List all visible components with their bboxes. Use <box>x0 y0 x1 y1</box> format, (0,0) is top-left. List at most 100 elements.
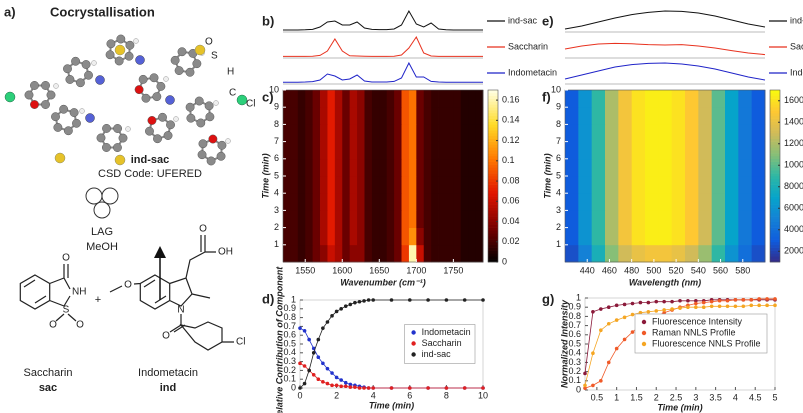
heatmap-cell <box>357 90 365 108</box>
heatmap-cell <box>578 210 593 228</box>
heatmap-cell <box>445 244 454 263</box>
data-point <box>741 304 746 309</box>
heatmap-cell <box>578 176 593 194</box>
data-point <box>614 303 619 308</box>
x-tick-label: 2.5 <box>670 392 683 402</box>
data-point <box>773 297 777 301</box>
atom <box>194 96 204 106</box>
x-tick-label: 520 <box>669 265 684 275</box>
colorbar <box>488 112 498 117</box>
data-point <box>325 381 330 386</box>
data-point <box>749 303 754 308</box>
x-tick-label: 1550 <box>295 265 315 275</box>
reactant-code: ind <box>160 382 177 394</box>
data-point <box>366 386 371 390</box>
atom-label: S <box>63 305 70 316</box>
heatmap-cell <box>334 193 343 211</box>
heatmap-cell <box>698 210 713 228</box>
colorbar <box>770 155 780 160</box>
x-tick-label: 1 <box>614 392 619 402</box>
y-tick-label: 5 <box>556 170 561 180</box>
colorbar <box>488 204 498 208</box>
heatmap-cell <box>711 124 726 142</box>
heatmap-cell <box>453 227 462 246</box>
spectrum <box>564 10 766 30</box>
lag-ball <box>101 187 119 205</box>
data-point <box>362 299 366 303</box>
data-point <box>662 299 666 304</box>
heatmap-cell <box>379 90 388 108</box>
heatmap-cell <box>349 158 358 177</box>
data-point <box>426 386 430 390</box>
heatmap-cell <box>438 141 447 160</box>
data-point <box>606 321 611 326</box>
heatmap-cell <box>565 227 579 246</box>
y-tick-label: 10 <box>551 84 561 94</box>
heatmap-cell <box>711 227 726 246</box>
data-point <box>311 373 316 377</box>
data-point <box>701 305 706 310</box>
atom <box>63 64 72 74</box>
colorbar <box>488 176 498 180</box>
heatmap-cell <box>371 141 380 160</box>
heatmap-cell <box>305 244 314 263</box>
heatmap-cell <box>327 124 336 142</box>
heatmap-cell <box>711 193 726 211</box>
colorbar <box>488 193 498 197</box>
data-point <box>298 326 302 330</box>
colorbar <box>488 230 498 234</box>
data-point <box>591 310 595 314</box>
data-point <box>725 304 730 309</box>
heatmap-cell <box>297 107 306 125</box>
atom <box>101 143 111 152</box>
colorbar <box>488 95 498 99</box>
heatmap-cell <box>578 107 593 125</box>
heatmap-cell <box>711 107 726 125</box>
heatmap-cell <box>297 141 306 160</box>
heatmap-cell <box>334 90 343 108</box>
atom <box>54 152 66 164</box>
heatmap-cell <box>618 193 633 211</box>
heatmap-cell <box>431 158 439 177</box>
heatmap-cell <box>283 158 291 177</box>
colorbar <box>488 184 498 188</box>
heatmap-cell <box>618 90 633 108</box>
heatmap-cell <box>591 158 606 177</box>
heatmap-cell <box>297 210 306 228</box>
heatmap-cell <box>297 158 306 177</box>
atom <box>158 112 167 122</box>
heatmap-cell <box>698 158 713 177</box>
x-tick-label: 500 <box>646 265 661 275</box>
heatmap-cell <box>671 158 686 177</box>
heatmap-cell <box>711 244 726 263</box>
colorbar <box>770 153 780 157</box>
heatmap-cell <box>290 107 299 125</box>
heatmap-cell <box>658 124 673 142</box>
heatmap-cell <box>312 193 321 211</box>
heatmap-cell <box>334 227 343 246</box>
heatmap-cell <box>605 210 619 228</box>
heatmap-cell <box>468 107 476 125</box>
atom <box>163 76 169 82</box>
y-axis-label: Time (min) <box>260 153 270 198</box>
heatmap-cell <box>751 210 766 228</box>
heatmap-cell <box>423 141 432 160</box>
heatmap-cell <box>357 107 365 125</box>
heatmap-cell <box>334 176 343 194</box>
data-point <box>654 309 659 313</box>
data-point <box>622 337 627 342</box>
heatmap-cell <box>460 158 469 177</box>
heatmap-cell <box>453 158 462 177</box>
heatmap-cell <box>283 141 291 160</box>
heatmap-cell <box>371 90 380 108</box>
colorbar <box>488 259 498 263</box>
heatmap-cell <box>725 244 739 263</box>
panel-label: b) <box>262 13 274 28</box>
data-point <box>773 303 777 308</box>
heatmap-cell <box>349 141 358 160</box>
heatmap-cell <box>408 124 417 142</box>
atom <box>125 126 131 132</box>
heatmap-cell <box>631 244 646 263</box>
heatmap-cell <box>312 227 321 246</box>
colorbar <box>770 92 780 97</box>
